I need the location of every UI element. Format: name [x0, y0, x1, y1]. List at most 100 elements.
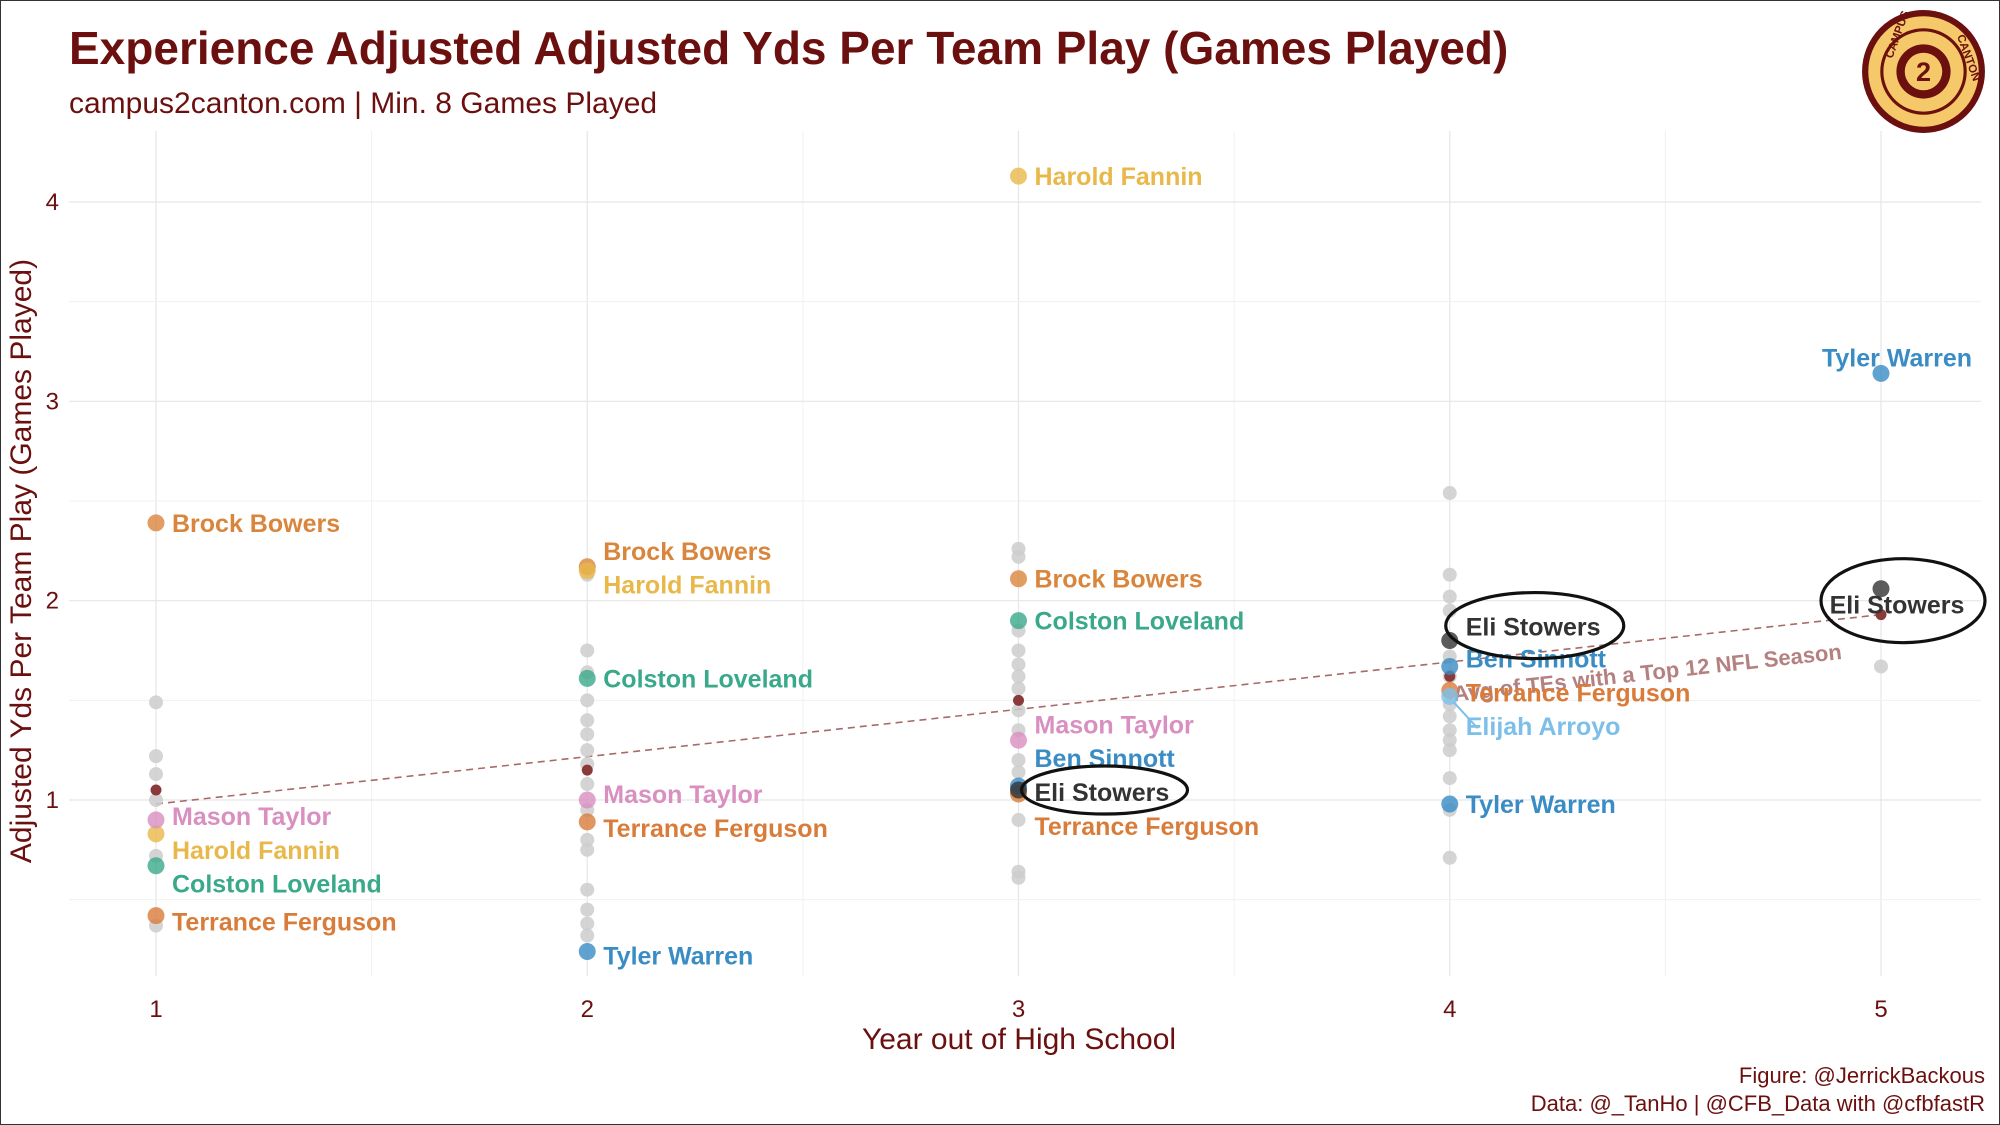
label-mason-taylor: Mason Taylor	[603, 781, 763, 809]
background-point	[1011, 870, 1026, 885]
background-point	[1011, 669, 1026, 684]
highlight-ellipse	[1819, 557, 1987, 645]
background-point	[1442, 743, 1457, 758]
point-brock-bowers	[1010, 570, 1027, 588]
point-colston-loveland	[147, 857, 165, 875]
background-point	[580, 743, 595, 758]
avg-point	[1875, 609, 1887, 621]
background-point	[1442, 733, 1457, 748]
x-tick-label: 5	[1874, 996, 1887, 1023]
background-point	[149, 767, 163, 782]
background-point	[1011, 703, 1026, 718]
y-tick-label: 2	[46, 588, 59, 615]
point-harold-fannin	[147, 825, 165, 843]
label-colston-loveland: Colston Loveland	[1035, 608, 1245, 636]
background-point	[1874, 659, 1888, 674]
caption-figure: Figure: @JerrickBackous	[1738, 1063, 1985, 1088]
x-tick-label: 4	[1443, 996, 1456, 1023]
background-point	[580, 693, 595, 708]
x-tick-label: 2	[581, 996, 594, 1023]
background-point	[1011, 657, 1026, 672]
background-point	[1442, 771, 1457, 786]
label-harold-fannin: Harold Fannin	[1035, 163, 1203, 191]
label-elijah-arroyo: Elijah Arroyo	[1466, 713, 1621, 741]
background-point	[580, 916, 595, 931]
label-terrance-ferguson: Terrance Ferguson	[603, 815, 828, 843]
label-brock-bowers: Brock Bowers	[172, 510, 340, 538]
avg-point	[150, 784, 162, 796]
label-colston-loveland: Colston Loveland	[172, 871, 382, 899]
point-harold-fannin	[578, 562, 596, 580]
avg-point	[1013, 694, 1024, 706]
x-tick-label: 3	[1012, 996, 1025, 1023]
label-tyler-warren: Tyler Warren	[1466, 791, 1616, 819]
label-harold-fannin: Harold Fannin	[603, 572, 771, 600]
background-point	[1011, 765, 1026, 780]
point-tyler-warren	[1441, 795, 1459, 813]
label-eli-stowers: Eli Stowers	[1830, 592, 1965, 620]
point-terrance-ferguson	[578, 813, 596, 831]
background-point	[1442, 850, 1457, 865]
point-ben-sinnott	[1441, 657, 1459, 675]
point-tyler-warren	[1872, 364, 1890, 382]
player-labels: Brock Bowers Mason Taylor Harold Fannin Col…	[172, 163, 1972, 970]
point-elijah-arroyo	[1441, 687, 1459, 705]
label-eli-stowers: Eli Stowers	[1466, 614, 1601, 642]
background-point	[580, 882, 595, 897]
highlight-ellipses	[1019, 557, 1987, 816]
label-brock-bowers: Brock Bowers	[1035, 566, 1203, 594]
caption-data: Data: @_TanHo | @CFB_Data with @cfbfastR	[1530, 1091, 1985, 1116]
chart-title: Experience Adjusted Adjusted Yds Per Tea…	[69, 22, 1509, 74]
point-mason-taylor	[147, 811, 165, 829]
background-point	[149, 749, 163, 764]
point-harold-fannin	[1010, 167, 1027, 185]
point-mason-taylor	[1010, 731, 1027, 749]
label-tyler-warren: Tyler Warren	[603, 942, 753, 970]
chart-subtitle: campus2canton.com | Min. 8 Games Played	[69, 87, 658, 120]
label-colston-loveland: Colston Loveland	[603, 665, 813, 693]
background-point	[1442, 589, 1457, 604]
label-eli-stowers: Eli Stowers	[1035, 779, 1170, 807]
label-harold-fannin: Harold Fannin	[172, 837, 340, 865]
label-mason-taylor: Mason Taylor	[1035, 711, 1195, 739]
background-point	[1442, 567, 1457, 582]
highlight-ellipse	[1444, 590, 1626, 661]
background-point	[149, 695, 163, 710]
background-point	[1011, 681, 1026, 696]
background-point	[580, 643, 595, 658]
player-points	[147, 167, 1890, 960]
background-point	[1442, 486, 1457, 501]
point-mason-taylor	[578, 791, 596, 809]
campus2canton-logo: 2 CAMPUS CANTON	[1862, 9, 1985, 133]
background-point	[1011, 549, 1026, 564]
logo-center: 2	[1916, 56, 1931, 87]
background-point	[1011, 753, 1026, 768]
background-point	[580, 902, 595, 917]
background-point	[580, 713, 595, 728]
background-point	[1011, 812, 1026, 827]
y-tick-label: 4	[46, 189, 59, 216]
point-colston-loveland	[1010, 612, 1027, 630]
label-terrance-ferguson: Terrance Ferguson	[1466, 679, 1691, 707]
background-point	[580, 842, 595, 857]
background-points	[149, 486, 1888, 943]
background-point	[149, 793, 163, 807]
label-terrance-ferguson: Terrance Ferguson	[1035, 813, 1260, 841]
arroyo-leader-line	[1453, 701, 1479, 730]
background-point	[1442, 709, 1457, 724]
background-point	[580, 727, 595, 742]
point-eli-stowers	[1872, 580, 1890, 598]
y-axis-label: Adjusted Yds Per Team Play (Games Played…	[5, 259, 38, 863]
label-tyler-warren: Tyler Warren	[1822, 344, 1972, 372]
background-point	[580, 777, 595, 792]
y-tick-label: 3	[46, 388, 59, 415]
point-colston-loveland	[578, 669, 596, 687]
point-tyler-warren	[578, 942, 596, 960]
label-mason-taylor: Mason Taylor	[172, 803, 332, 831]
label-ben-sinnott: Ben Sinnott	[1035, 745, 1176, 773]
grid	[69, 131, 1981, 976]
background-point	[580, 928, 595, 943]
background-point	[580, 832, 595, 847]
